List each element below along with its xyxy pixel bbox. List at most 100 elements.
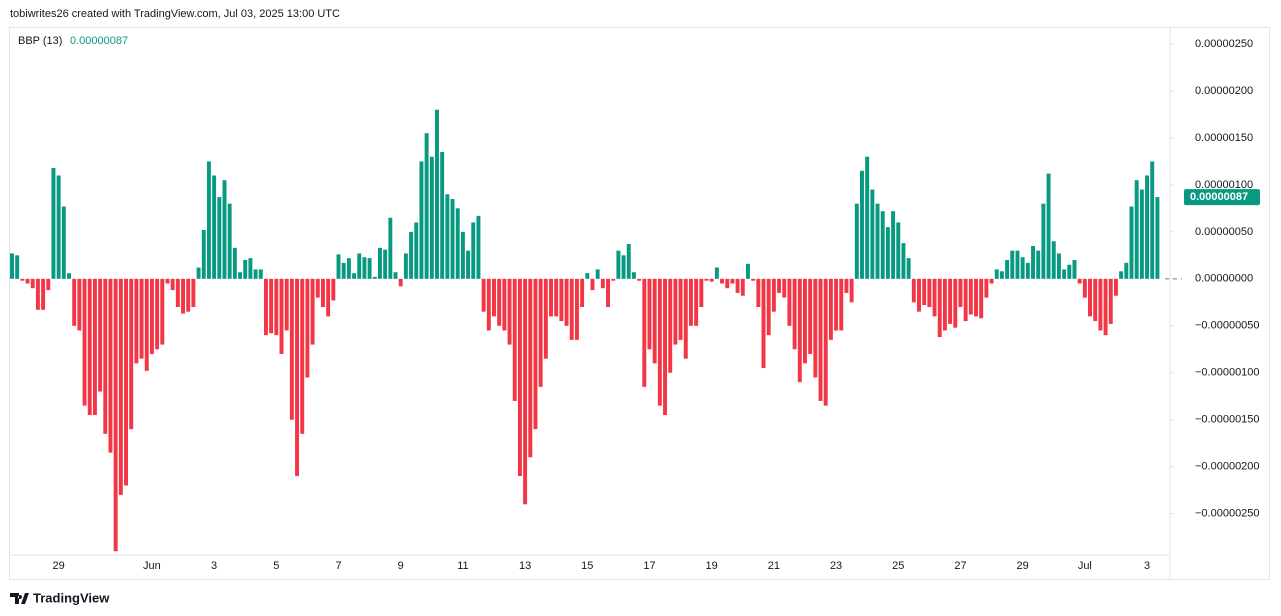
- x-tick-label: 3: [1144, 560, 1150, 572]
- bar: [720, 278, 725, 284]
- bar: [549, 278, 553, 317]
- bar: [1056, 253, 1061, 279]
- bar: [481, 278, 486, 312]
- bar: [663, 278, 668, 416]
- bar: [170, 278, 175, 291]
- bar: [445, 194, 450, 279]
- bar: [269, 278, 274, 334]
- bar: [911, 278, 916, 303]
- bar: [139, 278, 144, 359]
- bar: [538, 278, 543, 387]
- bar: [118, 278, 123, 495]
- bar: [963, 278, 968, 322]
- x-tick-label: 11: [457, 560, 468, 572]
- bar: [891, 211, 896, 279]
- bar: [1098, 278, 1103, 331]
- bar: [414, 222, 419, 279]
- bar: [232, 247, 237, 279]
- bar: [284, 278, 289, 331]
- bar: [906, 258, 911, 279]
- bar: [797, 278, 802, 383]
- y-tick-label: 0.00000250: [1195, 38, 1253, 50]
- bar: [1036, 250, 1041, 279]
- bar: [227, 203, 232, 279]
- bar: [865, 156, 870, 279]
- bar: [792, 278, 797, 350]
- bar: [15, 255, 20, 279]
- bar: [206, 161, 211, 279]
- y-tick-label: −0.00000150: [1195, 414, 1260, 426]
- bar: [870, 189, 875, 279]
- bar: [82, 278, 87, 406]
- bar: [1119, 271, 1124, 279]
- x-tick-label: 23: [830, 560, 842, 572]
- bar: [435, 109, 439, 279]
- y-tick-label: 0.00000150: [1195, 132, 1253, 144]
- bar: [388, 217, 393, 279]
- bar: [492, 278, 496, 317]
- bar: [300, 278, 305, 434]
- bar: [569, 278, 574, 340]
- bar: [35, 278, 40, 310]
- bar: [1113, 278, 1118, 296]
- bar: [357, 253, 362, 279]
- x-tick-label: 7: [335, 560, 341, 572]
- bar: [310, 278, 315, 345]
- frame: [9, 27, 1270, 580]
- bar: [367, 258, 372, 279]
- x-tick-label: 29: [53, 560, 65, 572]
- bar: [968, 278, 973, 315]
- x-tick-label: 3: [211, 560, 217, 572]
- bar: [1103, 278, 1108, 336]
- x-tick-label: 21: [768, 560, 780, 572]
- bar: [289, 278, 294, 420]
- y-tick-label: −0.00000250: [1195, 508, 1260, 520]
- bar: [958, 278, 963, 307]
- bar: [808, 278, 813, 354]
- bar: [1015, 250, 1020, 279]
- x-tick-label: Jun: [143, 560, 161, 572]
- bar: [942, 278, 947, 331]
- bar: [974, 278, 978, 317]
- bar: [600, 278, 605, 289]
- bar: [678, 278, 683, 340]
- bar: [450, 198, 455, 279]
- bar: [460, 231, 465, 279]
- bar: [683, 278, 688, 359]
- bar: [564, 278, 569, 326]
- bar: [502, 278, 507, 331]
- bar: [694, 278, 699, 326]
- bar: [258, 269, 263, 279]
- bar: [844, 278, 849, 293]
- bar: [1046, 173, 1051, 279]
- last-value-badge: [1184, 189, 1260, 206]
- bar: [860, 170, 864, 279]
- y-tick-label: 0.00000000: [1195, 273, 1253, 285]
- bar: [455, 208, 460, 279]
- bar: [922, 278, 927, 306]
- x-tick-label: Jul: [1078, 560, 1092, 572]
- last-value-label: 0.00000087: [1190, 191, 1248, 203]
- bar: [1082, 278, 1087, 298]
- bar: [704, 278, 709, 281]
- bar: [647, 278, 652, 350]
- bar: [642, 278, 647, 387]
- bar: [1020, 257, 1025, 279]
- bar: [243, 260, 248, 279]
- bar: [1145, 175, 1150, 279]
- bar: [253, 269, 258, 279]
- bar: [828, 278, 833, 340]
- bar: [1077, 278, 1082, 284]
- bar: [331, 278, 336, 301]
- bar: [834, 278, 839, 331]
- bar: [745, 263, 750, 279]
- x-tick-label: 29: [1017, 560, 1029, 572]
- bar: [165, 278, 170, 284]
- bar: [1108, 278, 1113, 324]
- bar: [175, 278, 180, 307]
- bar: [803, 278, 807, 364]
- bar: [149, 278, 154, 354]
- bar: [466, 250, 471, 279]
